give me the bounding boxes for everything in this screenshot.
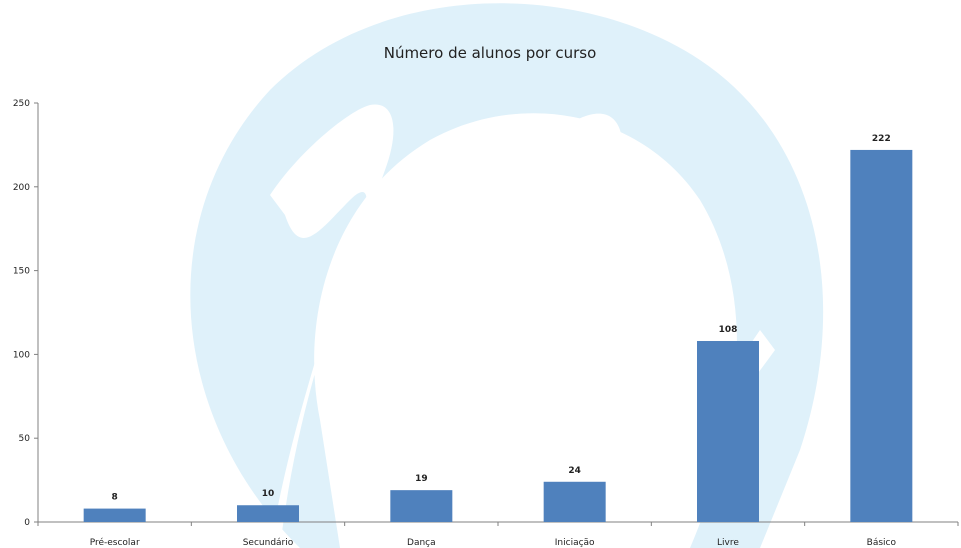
category-labels: Pré-escolar Secundário Dança Iniciação Livre…: [90, 537, 897, 548]
chart-title: Número de alunos por curso: [384, 44, 597, 62]
bar: [83, 508, 146, 522]
y-tick-label: 50: [19, 434, 31, 444]
y-tick-label: 100: [13, 350, 30, 360]
category-label: Básico: [867, 538, 897, 548]
bar: [697, 340, 759, 522]
watermark-logo: [190, 3, 824, 548]
category-label: Secundário: [243, 538, 294, 548]
y-tick-label: 150: [13, 267, 30, 277]
bar: [237, 505, 299, 522]
bar: [543, 481, 606, 522]
y-tick-label: 0: [24, 518, 30, 528]
category-label: Pré-escolar: [90, 537, 140, 548]
x-axis-ticks: [37, 522, 959, 526]
category-label: Livre: [717, 538, 739, 548]
category-label: Dança: [407, 538, 436, 548]
bar-value-label: 108: [719, 325, 738, 335]
bar: [390, 490, 453, 522]
category-label: Iniciação: [555, 538, 595, 548]
bar-value-label: 19: [415, 474, 428, 484]
y-axis-ticks: 0 50 100 150 200 250: [13, 99, 38, 528]
value-labels: 8 10 19 24 108 222: [112, 134, 891, 503]
bars: [83, 149, 913, 523]
y-tick-label: 250: [13, 99, 30, 109]
bar-value-label: 8: [112, 493, 118, 503]
bar-value-label: 24: [568, 466, 581, 476]
bar: [850, 149, 913, 523]
bar-value-label: 222: [872, 134, 891, 144]
bar-value-label: 10: [262, 489, 275, 499]
y-tick-label: 200: [13, 183, 30, 193]
